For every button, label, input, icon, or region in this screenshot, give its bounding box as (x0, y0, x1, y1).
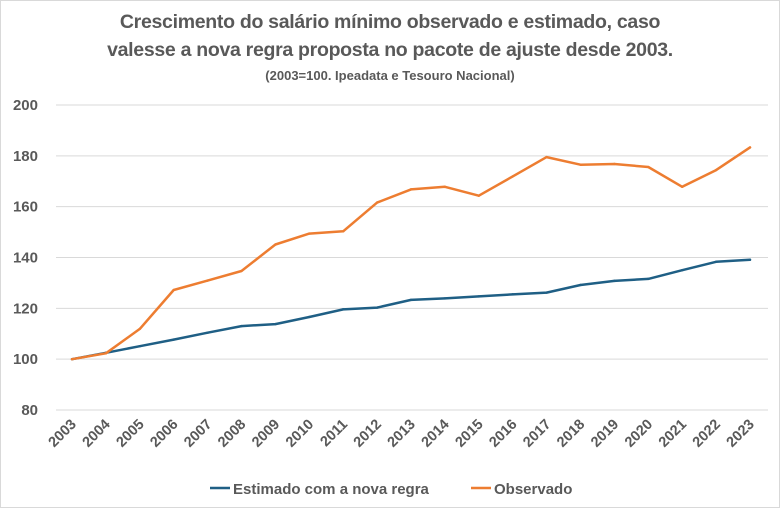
legend-label: Observado (494, 481, 572, 498)
data-point (443, 185, 447, 189)
legend-label: Estimado com a nova regra (233, 481, 430, 498)
y-tick-label: 180 (13, 148, 38, 165)
data-point (477, 194, 480, 197)
data-point (748, 146, 752, 149)
data-point (342, 230, 345, 233)
data-point (409, 298, 413, 302)
data-point (579, 283, 582, 287)
y-axis: 80 100 120 140 160 180 200 (13, 97, 38, 419)
x-tick-label: 2017 (520, 417, 554, 451)
x-tick-label: 2013 (385, 417, 419, 451)
y-tick-label: 80 (21, 402, 38, 419)
y-tick-label: 200 (13, 97, 38, 114)
x-tick-label: 2022 (690, 417, 724, 451)
data-point (511, 293, 514, 296)
x-tick-label: 2014 (419, 417, 453, 451)
x-tick-label: 2015 (452, 417, 486, 451)
chart-title-line1: Crescimento do salário mínimo observado … (119, 11, 661, 33)
x-tick-label: 2005 (113, 417, 147, 451)
x-tick-label: 2008 (215, 417, 249, 451)
data-point (308, 232, 311, 235)
y-tick-label: 160 (13, 199, 38, 216)
legend: Estimado com a nova regra Observado (210, 481, 572, 498)
data-point (647, 165, 650, 169)
data-point (342, 308, 345, 311)
x-tick-label: 2004 (80, 417, 114, 451)
data-point (206, 331, 209, 334)
x-tick-label: 2010 (283, 417, 317, 451)
data-point (240, 269, 243, 273)
x-tick-label: 2007 (181, 417, 215, 451)
data-point (409, 188, 413, 191)
x-tick-label: 2020 (622, 417, 656, 451)
series-lines (70, 146, 752, 361)
data-point (545, 291, 548, 294)
data-point (443, 297, 447, 300)
data-point (613, 162, 616, 166)
x-tick-label: 2009 (249, 417, 283, 451)
data-point (206, 279, 209, 282)
data-point (477, 295, 480, 298)
x-tick-label: 2016 (486, 417, 520, 451)
gridlines (56, 104, 768, 411)
data-point (240, 324, 243, 328)
data-point (714, 260, 718, 264)
data-point (274, 322, 277, 326)
x-tick-label: 2011 (317, 417, 351, 451)
data-point (714, 168, 718, 172)
y-tick-label: 100 (13, 351, 38, 368)
x-tick-label: 2003 (46, 417, 80, 451)
series-line-estimado (70, 258, 752, 361)
data-point (375, 201, 379, 204)
x-tick-label: 2012 (351, 417, 385, 451)
x-tick-label: 2018 (554, 417, 588, 451)
data-point (375, 306, 379, 309)
x-axis: 2003 2004 2005 2006 2007 2008 2009 2010 2011 2012… (46, 417, 758, 451)
data-point (681, 269, 684, 272)
chart-title-line2: valesse a nova regra proposta no pacote … (107, 39, 673, 61)
data-point (613, 279, 616, 283)
data-point (748, 258, 752, 261)
data-point (70, 357, 74, 361)
data-point (681, 185, 684, 189)
chart-subtitle: (2003=100. Ipeadata e Tesouro Nacional) (265, 68, 515, 83)
x-tick-label: 2021 (656, 417, 690, 451)
data-point (138, 327, 141, 331)
data-point (308, 315, 311, 319)
data-point (579, 163, 582, 166)
data-point (545, 155, 548, 159)
y-tick-label: 120 (13, 300, 38, 317)
data-point (138, 345, 141, 348)
data-point (104, 352, 108, 355)
data-point (172, 288, 175, 292)
x-tick-label: 2006 (147, 417, 181, 451)
data-point (511, 175, 514, 178)
x-tick-label: 2019 (588, 417, 622, 451)
x-tick-label: 2023 (724, 417, 758, 451)
y-tick-label: 140 (13, 250, 38, 267)
data-point (274, 243, 277, 246)
series-line-observado (70, 146, 752, 361)
data-point (172, 338, 175, 341)
data-point (647, 277, 650, 281)
